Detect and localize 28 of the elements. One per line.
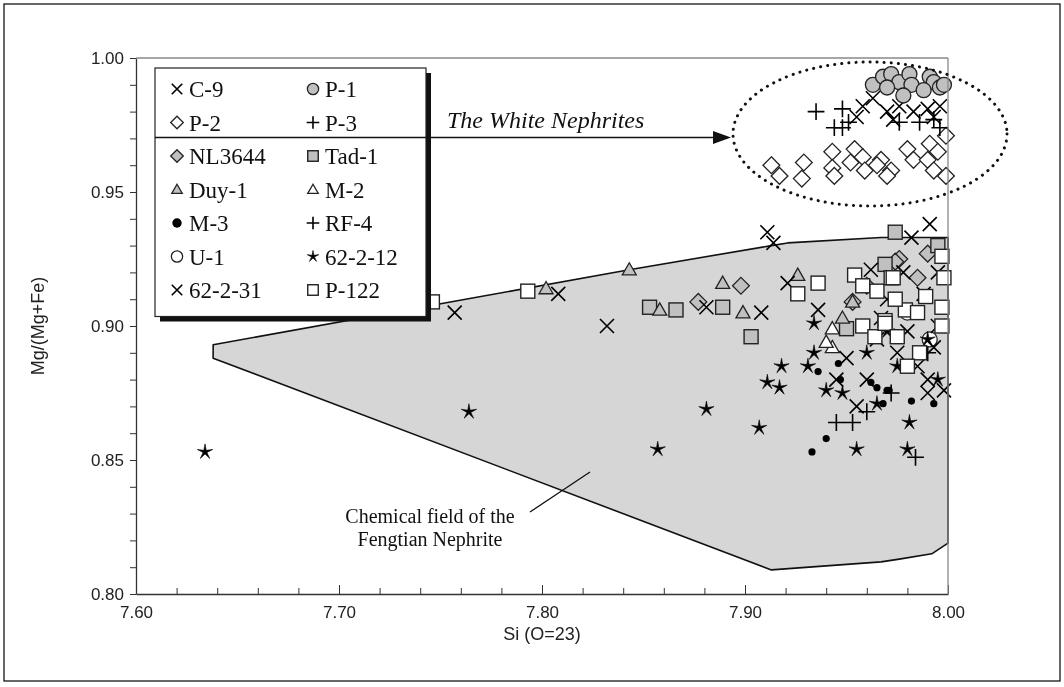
legend-label: C-9 [189, 77, 224, 102]
annotation: Chemical field of the Fengtian Nephrite [345, 505, 515, 551]
legend-label: P-1 [325, 77, 357, 102]
x-tick-label: 8.00 [931, 603, 966, 623]
legend-label: NL3644 [189, 144, 267, 169]
x-tick-label: 7.60 [119, 603, 154, 623]
y-tick-label: 0.95 [90, 182, 124, 202]
legend-label: Duy-1 [189, 177, 248, 203]
legend-label: P-2 [189, 110, 221, 136]
legend-label: P-122 [325, 278, 380, 303]
y-tick-label: 1.00 [90, 48, 124, 68]
legend-label: Tad-1 [325, 144, 379, 169]
legend-label: P-3 [325, 110, 357, 136]
legend-label: 62-2-31 [189, 278, 262, 303]
y-axis-title: Mg/(Mg+Fe) [28, 276, 48, 376]
y-tick-label: 0.80 [90, 584, 124, 604]
x-tick-label: 7.80 [525, 603, 560, 623]
x-tick-label: 7.90 [728, 603, 763, 623]
legend-label: 62-2-12 [325, 244, 398, 270]
legend-label: M-3 [189, 211, 229, 236]
y-tick-label: 0.85 [90, 450, 124, 470]
x-tick-label: 7.70 [322, 603, 357, 623]
legend-label: U-1 [189, 244, 225, 270]
x-axis-title: Si (O=23) [503, 624, 581, 644]
legend-label: M-2 [325, 177, 365, 203]
annotation: The White Nephrites [447, 107, 645, 133]
legend-label: RF-4 [325, 211, 373, 236]
y-tick-label: 0.90 [90, 316, 124, 336]
